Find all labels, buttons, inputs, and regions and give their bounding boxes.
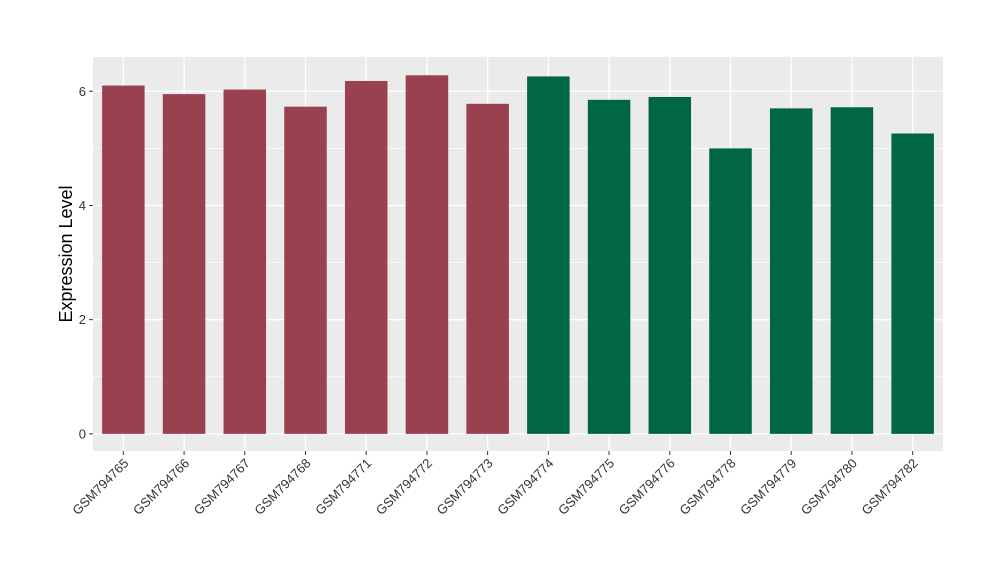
x-tick-label: GSM794778	[676, 456, 738, 518]
bar-GSM794778	[709, 148, 752, 434]
bar-GSM794766	[162, 94, 206, 434]
x-tick-label: GSM794767	[191, 456, 253, 518]
bar-GSM794768	[284, 106, 327, 434]
y-tick-label: 6	[79, 84, 86, 99]
bar-GSM794767	[223, 89, 267, 434]
bar-GSM794779	[769, 108, 813, 434]
x-tick-label: GSM794782	[859, 456, 921, 518]
y-axis: 0 2 4 6	[79, 84, 93, 441]
bar-GSM794774	[527, 76, 570, 434]
plot-panel	[93, 57, 943, 451]
x-tick-label: GSM794772	[373, 456, 435, 518]
x-tick-label: GSM794768	[251, 456, 313, 518]
y-tick-label: 2	[79, 312, 86, 327]
bar-GSM794780	[830, 107, 874, 434]
y-axis-title: Expression Level	[56, 185, 76, 322]
x-tick-label: GSM794774	[494, 456, 556, 518]
x-tick-label: GSM794771	[312, 456, 374, 518]
bars	[102, 75, 934, 434]
x-tick-label: GSM794780	[798, 456, 860, 518]
x-tick-label: GSM794779	[737, 456, 799, 518]
y-tick-label: 0	[79, 426, 86, 441]
bar-GSM794775	[587, 99, 631, 434]
bar-GSM794782	[891, 133, 934, 434]
x-tick-label: GSM794765	[69, 456, 131, 518]
x-tick-label: GSM794776	[616, 456, 678, 518]
x-axis: GSM794765GSM794766GSM794767GSM794768GSM7…	[69, 451, 921, 518]
bar-GSM794772	[405, 75, 449, 434]
bar-GSM794776	[648, 96, 692, 434]
bar-GSM794771	[344, 80, 388, 434]
x-tick-label: GSM794766	[130, 456, 192, 518]
bar-GSM794765	[102, 85, 145, 434]
y-tick-label: 4	[79, 198, 86, 213]
bar-GSM794773	[466, 103, 509, 434]
x-tick-label: GSM794775	[555, 456, 617, 518]
x-tick-label: GSM794773	[434, 456, 496, 518]
